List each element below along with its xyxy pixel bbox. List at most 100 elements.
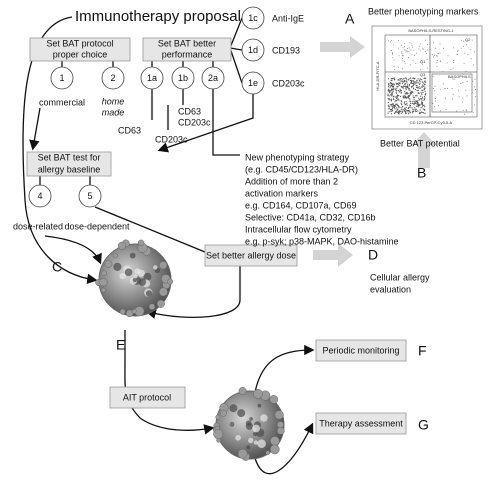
dot [427, 67, 429, 69]
dot [410, 92, 412, 95]
dot [391, 92, 393, 94]
dot [400, 91, 403, 94]
cell-bleb [237, 448, 248, 459]
dot [465, 109, 467, 111]
dot [389, 104, 391, 106]
dot [402, 47, 404, 49]
granule [235, 435, 241, 441]
dot [419, 82, 421, 84]
label: made [102, 107, 125, 117]
dot [404, 110, 407, 112]
dot [390, 113, 392, 115]
dot [405, 77, 407, 79]
dot [390, 85, 392, 87]
granule [248, 437, 254, 444]
dot [404, 97, 406, 99]
dot [397, 66, 399, 68]
dot [424, 86, 426, 88]
dot [393, 69, 395, 71]
dot [422, 48, 424, 50]
dot [422, 90, 424, 92]
dot [421, 63, 423, 65]
dot [404, 61, 406, 63]
dot [392, 57, 394, 58]
dot [410, 43, 412, 45]
dot [474, 104, 476, 106]
dot [396, 110, 398, 112]
dot [452, 67, 454, 69]
dot [411, 107, 413, 109]
dot [387, 86, 390, 88]
dot [405, 93, 407, 95]
label: CD63 [118, 125, 141, 135]
dot [403, 101, 405, 103]
label: CD203c [155, 134, 188, 144]
dot [395, 99, 397, 101]
dot [434, 106, 436, 108]
label: CD63 [178, 106, 201, 116]
dot [472, 112, 474, 114]
strategy-line: New phenotyping strategy [245, 152, 350, 162]
dot [387, 104, 389, 106]
dot [388, 99, 390, 101]
dot [402, 78, 404, 80]
dot [462, 97, 464, 99]
dot [387, 78, 390, 80]
node-label: 1c [248, 13, 258, 23]
granule [253, 440, 259, 445]
dot [418, 79, 420, 82]
granule [237, 409, 246, 418]
dot [425, 92, 427, 94]
dot [424, 97, 426, 99]
cell-bleb [269, 444, 280, 455]
node-label: 1d [248, 45, 258, 55]
quadrant: Q1 [420, 59, 426, 64]
dot [397, 113, 399, 115]
dot [397, 105, 399, 107]
dot [424, 39, 426, 41]
dot [410, 82, 412, 84]
dot [406, 92, 408, 94]
dot [391, 78, 393, 80]
dot [409, 63, 411, 65]
dot [396, 88, 398, 90]
dot [452, 78, 454, 80]
dot [421, 111, 423, 113]
dot [408, 89, 410, 91]
dot [420, 99, 423, 101]
dot [407, 84, 409, 86]
letter: A [345, 11, 355, 27]
dot [415, 102, 417, 104]
node-circle [28, 184, 52, 208]
dot [406, 93, 408, 95]
dot [417, 89, 419, 91]
label: CD193 [272, 45, 300, 55]
dot [412, 80, 414, 82]
dot [409, 93, 411, 95]
dot [434, 47, 436, 49]
dot [401, 111, 404, 113]
granule [133, 278, 137, 282]
dot [388, 95, 390, 97]
dot [396, 100, 398, 102]
dot [406, 50, 408, 52]
dot [388, 40, 390, 42]
dot [436, 56, 438, 58]
box-text: performance [162, 49, 213, 59]
dot [426, 53, 427, 54]
dot [474, 89, 476, 90]
dot [436, 62, 438, 64]
quadrant: Q2 [465, 37, 471, 42]
dot [439, 110, 441, 112]
dot [400, 100, 402, 102]
dot [393, 112, 396, 115]
dot [408, 84, 411, 86]
granule [124, 268, 133, 277]
dot [395, 96, 397, 98]
dot [420, 69, 422, 71]
dot [398, 79, 400, 81]
dot [398, 83, 400, 85]
dot [400, 102, 402, 104]
box-text: Periodic monitoring [322, 345, 399, 355]
dot [432, 102, 434, 104]
